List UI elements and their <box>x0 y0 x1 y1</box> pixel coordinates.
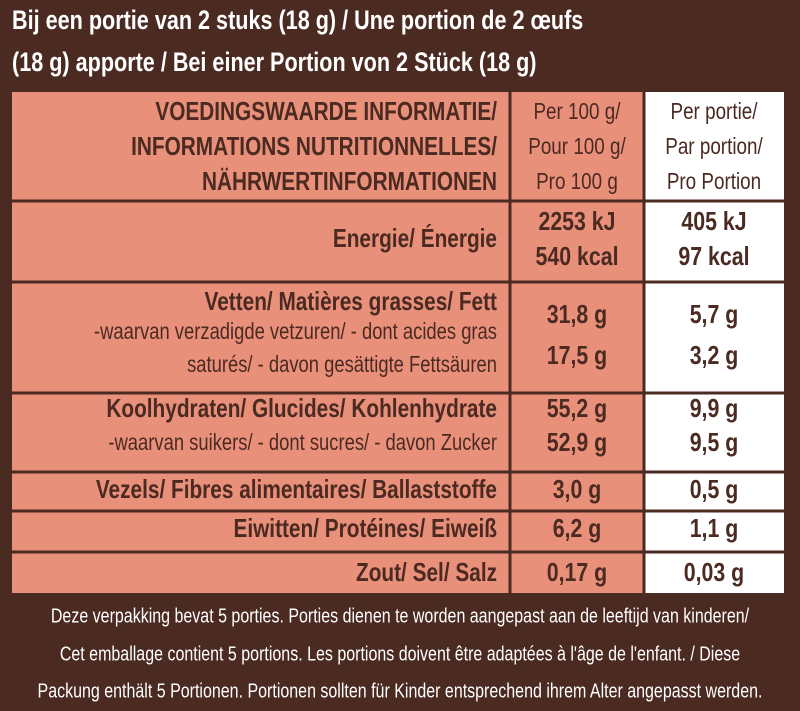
column-header: Per portie/ <box>670 98 758 124</box>
per-portion-value: 9,9 g <box>690 393 739 423</box>
per-portion-value: 5,7 g <box>690 299 739 329</box>
nutrient-label: Vetten/ Matières grasses/ Fett <box>205 286 498 316</box>
per-portion-value: 97 kcal <box>678 241 749 271</box>
per-100g-value: 0,17 g <box>547 557 607 587</box>
header-line: (18 g) apporte / Bei einer Portion von 2… <box>12 47 537 77</box>
footer-line: Packung enthält 5 Portionen. Portionen s… <box>38 680 763 702</box>
header-line: Bij een portie van 2 stuks (18 g) / Une … <box>12 5 583 35</box>
column-header: VOEDINGSWAARDE INFORMATIE/ <box>155 96 497 126</box>
nutrient-label: Eiwitten/ Protéines/ Eiweiß <box>233 513 497 543</box>
nutrient-sublabel: -waarvan verzadigde vetzuren/ - dont aci… <box>94 318 497 344</box>
column-header: Par portion/ <box>665 133 763 159</box>
column-header: Pro Portion <box>667 168 761 194</box>
nutrient-label: Koolhydraten/ Glucides/ Kohlenhydrate <box>106 393 497 423</box>
column-header: Pro 100 g <box>536 168 618 194</box>
per-100g-value: 3,0 g <box>553 474 602 504</box>
nutrient-sublabel: saturés/ - davon gesättigte Fettsäuren <box>187 351 497 377</box>
column-header: INFORMATIONS NUTRITIONNELLES/ <box>131 131 497 161</box>
column-header: Pour 100 g/ <box>528 133 626 159</box>
per-portion-value: 405 kJ <box>681 206 746 236</box>
column-header: NÄHRWERTINFORMATIONEN <box>202 166 497 196</box>
per-100g-value: 31,8 g <box>547 299 607 329</box>
per-portion-value: 0,5 g <box>690 474 739 504</box>
per-100g-value: 52,9 g <box>547 427 607 457</box>
nutrient-sublabel: -waarvan suikers/ - dont sucres/ - davon… <box>108 429 497 455</box>
per-portion-value: 1,1 g <box>690 513 739 543</box>
nutrient-label: Energie/ Énergie <box>333 223 497 253</box>
per-100g-value: 17,5 g <box>547 340 607 370</box>
per-portion-value: 3,2 g <box>690 340 739 370</box>
grid <box>12 92 784 593</box>
column-header: Per 100 g/ <box>533 98 621 124</box>
footer-line: Cet emballage contient 5 portions. Les p… <box>60 643 740 665</box>
per-100g-value: 540 kcal <box>536 241 619 271</box>
per-100g-value: 55,2 g <box>547 393 607 423</box>
per-100g-value: 2253 kJ <box>538 206 615 236</box>
per-portion-value: 0,03 g <box>684 557 744 587</box>
nutrient-label: Zout/ Sel/ Salz <box>356 557 497 587</box>
per-100g-value: 6,2 g <box>553 513 602 543</box>
footer-line: Deze verpakking bevat 5 porties. Porties… <box>51 605 750 627</box>
per-portion-value: 9,5 g <box>690 427 739 457</box>
nutrient-label: Vezels/ Fibres alimentaires/ Ballaststof… <box>96 474 497 504</box>
